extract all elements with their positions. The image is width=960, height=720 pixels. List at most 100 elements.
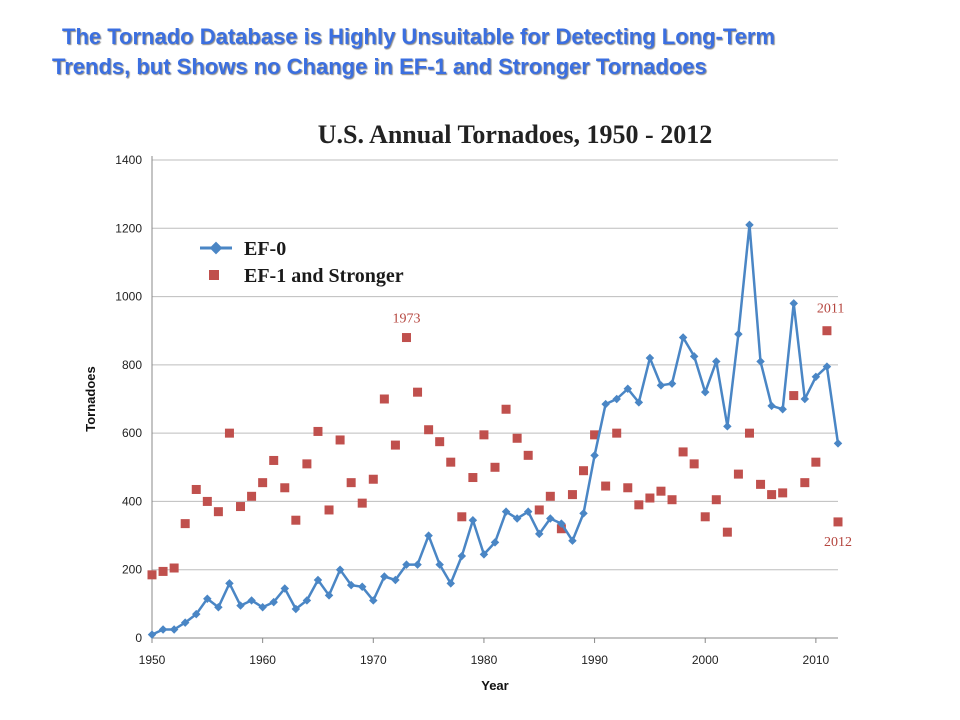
x-tick-label: 1950 <box>139 653 166 667</box>
ef1-point <box>180 519 190 529</box>
ef1-point <box>413 387 423 397</box>
legend-ef0-label: EF-0 <box>244 238 286 260</box>
ef1-point <box>269 455 279 465</box>
ef0-point <box>391 575 400 585</box>
ef1-point <box>767 490 777 500</box>
ef1-point <box>667 495 677 505</box>
ef0-point <box>612 394 621 404</box>
ef0-point <box>258 603 267 612</box>
ef1-point <box>313 426 323 436</box>
ef0-point <box>712 357 721 366</box>
slide-heading-line-2: Trends, but Shows no Change in EF-1 and … <box>52 54 707 79</box>
ef0-point <box>413 560 422 569</box>
ef1-point <box>579 466 589 476</box>
annotation-2011: 2011 <box>817 302 844 317</box>
ef0-point <box>512 514 522 523</box>
ef1-point <box>811 457 821 467</box>
legend-ef0-diamond-swatch <box>209 241 223 255</box>
ef0-point <box>402 560 411 569</box>
ef0-point <box>380 572 389 581</box>
ef1-point <box>534 505 544 515</box>
ef1-point <box>722 527 732 537</box>
ef0-point <box>424 531 433 540</box>
ef1-point <box>236 502 246 512</box>
y-tick-label: 1200 <box>115 221 142 235</box>
ef0-point <box>601 399 610 409</box>
ef1-point <box>556 524 566 534</box>
axes <box>151 156 838 643</box>
ef0-point <box>302 596 312 605</box>
x-tick-label: 1960 <box>249 653 276 667</box>
ef0-point <box>822 362 832 371</box>
x-tick-label: 1970 <box>360 653 387 667</box>
ef1-point <box>756 479 766 489</box>
legend-ef1-square-swatch <box>209 270 219 280</box>
ef1-point <box>368 474 378 484</box>
y-axis-title: Tornadoes <box>83 366 98 432</box>
ef0-point <box>225 579 234 588</box>
ef1-point <box>612 428 622 438</box>
x-tick-label: 1980 <box>471 653 498 667</box>
ef1-point <box>567 490 577 500</box>
ef1-point <box>291 515 301 525</box>
ef0-point <box>568 536 577 545</box>
ef1-point <box>357 498 367 508</box>
ef0-point <box>158 625 168 634</box>
ef1-point <box>258 478 268 488</box>
chart-title: U.S. Annual Tornadoes, 1950 - 2012 <box>318 120 712 149</box>
ef0-point <box>457 551 467 561</box>
ef1-point <box>158 566 168 576</box>
x-tick-label: 2010 <box>803 653 830 667</box>
ef0-point <box>689 352 699 361</box>
annotation-1973: 1973 <box>392 312 420 327</box>
ef0-point <box>623 384 633 393</box>
ef1-point <box>379 394 389 404</box>
gridlines <box>152 159 838 571</box>
ef0-point <box>811 372 821 382</box>
ef0-point <box>579 509 588 518</box>
ef1-point <box>523 450 533 460</box>
ef1-point <box>435 437 445 447</box>
ef1-point <box>656 486 666 496</box>
y-tick-label: 0 <box>135 631 142 645</box>
ef1-point <box>700 512 710 522</box>
ef0-point <box>833 439 843 448</box>
ef1-point <box>302 459 312 469</box>
ef1-point <box>202 496 212 506</box>
ef1-point <box>390 440 400 450</box>
ef0-point <box>557 519 566 528</box>
ef1-point <box>512 433 522 443</box>
ef0-point <box>490 538 500 547</box>
ef1-point <box>733 469 743 479</box>
ef1-point <box>800 478 810 488</box>
ef0-point <box>756 357 765 366</box>
ef1-point <box>446 457 456 467</box>
ef1-point <box>280 483 290 493</box>
ef0-point <box>369 596 378 605</box>
ef1-point <box>457 512 467 522</box>
ef1-point <box>601 481 611 491</box>
ef1-point <box>545 491 555 501</box>
annotations: 1973 2011 2012 <box>392 302 852 550</box>
ef0-point <box>734 329 743 339</box>
ef1-point <box>346 478 356 488</box>
slide-heading: The Tornado Database is Highly Unsuitabl… <box>0 22 960 82</box>
ef1-point <box>247 491 257 501</box>
ef0-point <box>291 604 301 614</box>
ef0-point <box>468 515 478 525</box>
ef0-point <box>590 451 599 460</box>
ef0-point <box>546 514 555 523</box>
ef1-point <box>191 484 201 494</box>
ef1-point <box>335 435 345 445</box>
ef0-point <box>678 333 688 342</box>
ef0-point <box>723 422 732 431</box>
ef0-point <box>667 379 677 388</box>
ef1-point <box>590 430 600 440</box>
ef0-point <box>346 580 356 590</box>
ef0-point <box>280 584 290 593</box>
ef1-point <box>213 507 223 517</box>
ef0-point <box>435 560 444 569</box>
x-tick-label: 1990 <box>581 653 608 667</box>
y-tick-label: 200 <box>122 563 142 577</box>
series-ef0 <box>147 220 843 639</box>
